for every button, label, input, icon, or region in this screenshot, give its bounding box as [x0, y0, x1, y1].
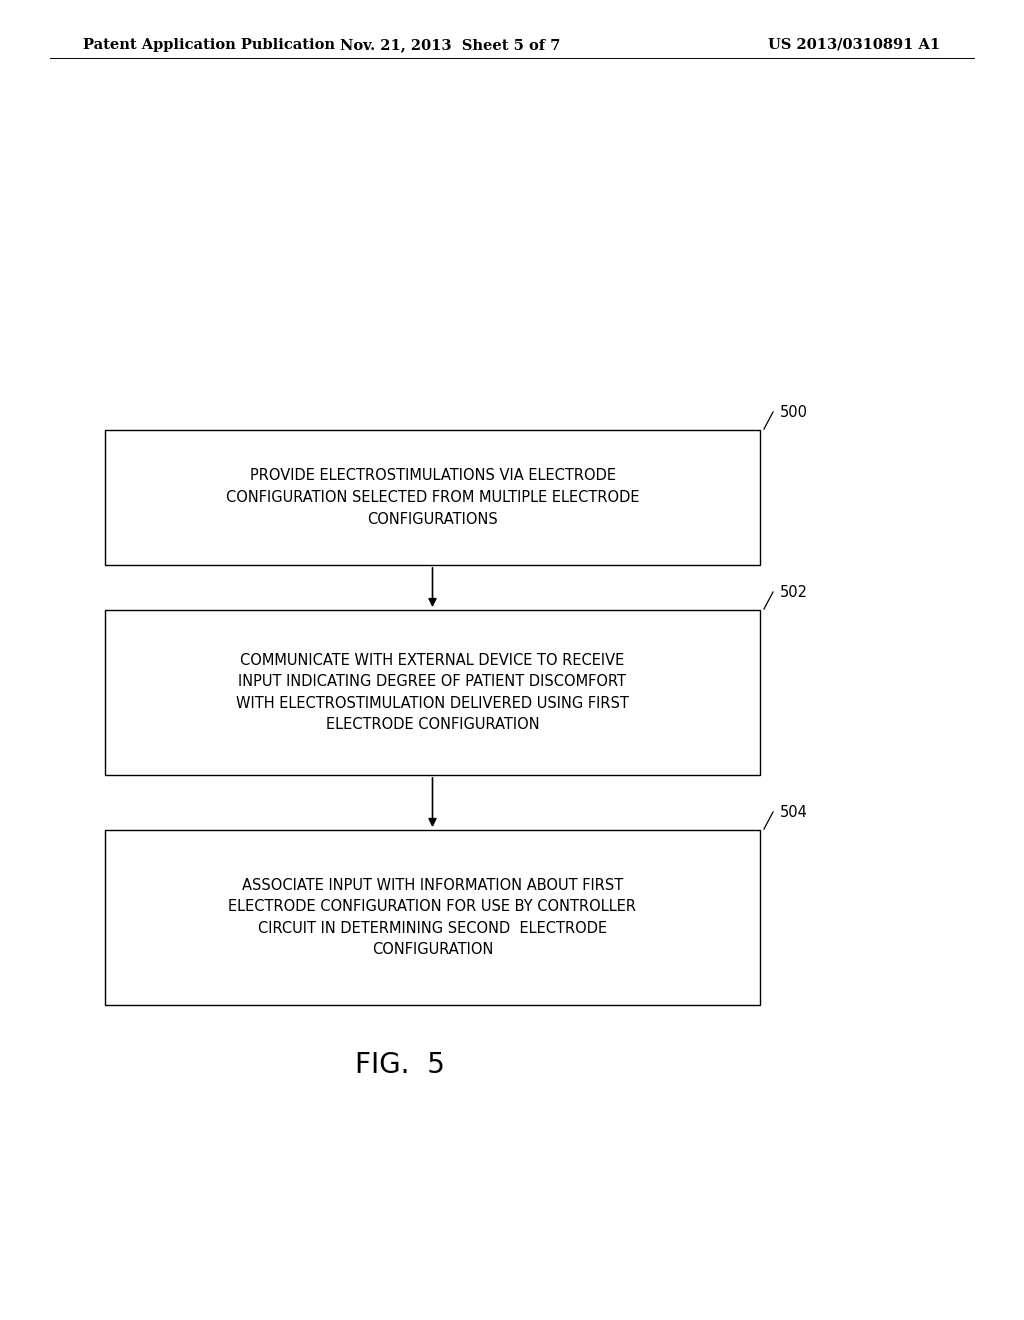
- Text: PROVIDE ELECTROSTIMULATIONS VIA ELECTRODE
CONFIGURATION SELECTED FROM MULTIPLE E: PROVIDE ELECTROSTIMULATIONS VIA ELECTROD…: [225, 469, 639, 527]
- Text: 504: 504: [780, 805, 808, 820]
- Text: US 2013/0310891 A1: US 2013/0310891 A1: [768, 38, 940, 51]
- Text: Patent Application Publication: Patent Application Publication: [83, 38, 335, 51]
- Bar: [105, 830, 760, 1005]
- Bar: [105, 430, 760, 565]
- Text: FIG.  5: FIG. 5: [355, 1051, 445, 1078]
- Bar: [105, 610, 760, 775]
- Text: 502: 502: [780, 585, 808, 601]
- Text: ASSOCIATE INPUT WITH INFORMATION ABOUT FIRST
ELECTRODE CONFIGURATION FOR USE BY : ASSOCIATE INPUT WITH INFORMATION ABOUT F…: [228, 878, 637, 957]
- Text: COMMUNICATE WITH EXTERNAL DEVICE TO RECEIVE
INPUT INDICATING DEGREE OF PATIENT D: COMMUNICATE WITH EXTERNAL DEVICE TO RECE…: [237, 652, 629, 733]
- Text: Nov. 21, 2013  Sheet 5 of 7: Nov. 21, 2013 Sheet 5 of 7: [340, 38, 560, 51]
- Text: 500: 500: [780, 405, 808, 420]
